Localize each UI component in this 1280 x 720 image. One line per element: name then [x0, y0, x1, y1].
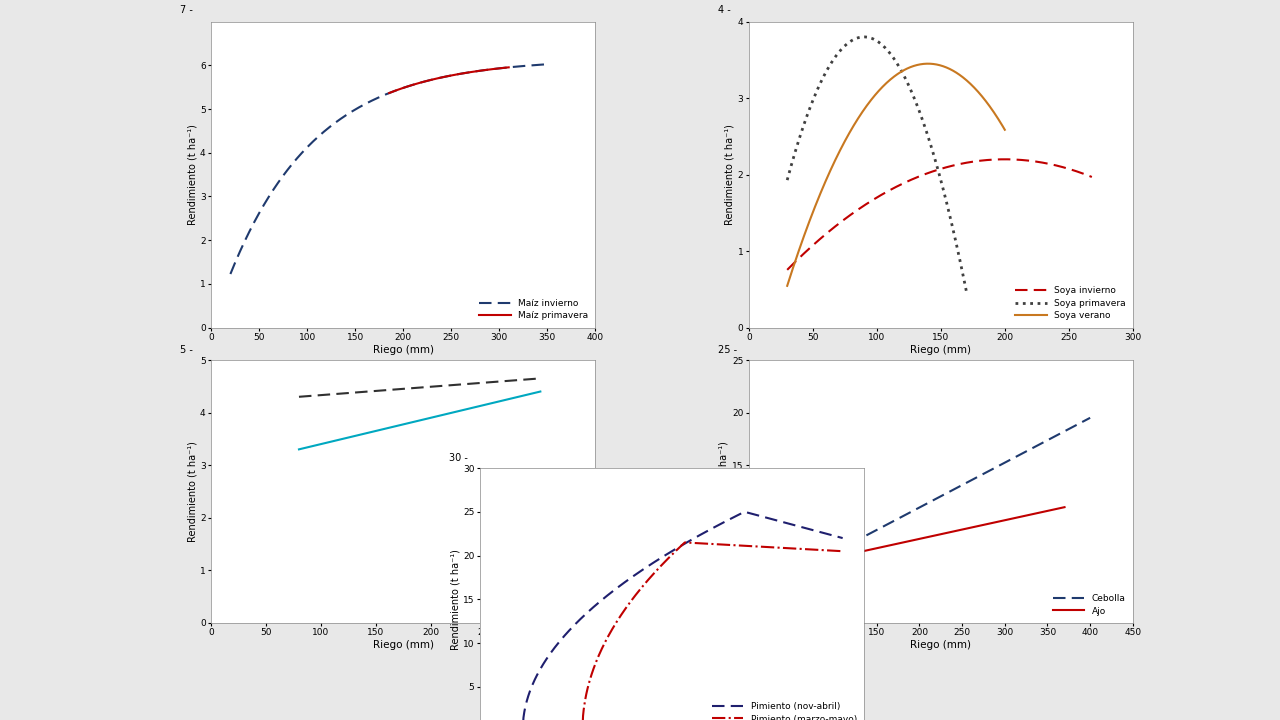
- Pimiento (marzo-mayo): [764, 543, 780, 552]
- Legend: Sorgo verano, Sorgo invierno: Sorgo verano, Sorgo invierno: [480, 591, 590, 618]
- Pimiento (nov-abril): [737, 508, 753, 516]
- Soya primavera: [856, 32, 872, 41]
- Maíz invierno: [223, 270, 238, 279]
- Line: Maíz primavera: Maíz primavera: [389, 68, 508, 93]
- Pimiento (marzo-mayo): [678, 539, 694, 547]
- Line: Soya verano: Soya verano: [787, 63, 1005, 286]
- Line: Sorgo invierno: Sorgo invierno: [300, 392, 540, 449]
- X-axis label: Riego (mm): Riego (mm): [910, 640, 972, 650]
- Maíz primavera: [445, 71, 461, 79]
- Pimiento (marzo-mayo): [835, 547, 850, 556]
- Pimiento (marzo-mayo): [659, 555, 675, 564]
- Line: Ajo: Ajo: [800, 507, 1065, 565]
- Soya verano: [850, 114, 865, 122]
- Maíz invierno: [540, 60, 556, 68]
- Cebolla: [1083, 413, 1098, 422]
- Ajo: [792, 561, 808, 570]
- Soya verano: [916, 60, 932, 68]
- Soya invierno: [879, 188, 895, 197]
- Pimiento (nov-abril): [717, 518, 732, 526]
- Soya primavera: [910, 103, 925, 112]
- Soya verano: [805, 207, 820, 215]
- Line: Sorgo verano: Sorgo verano: [300, 379, 540, 397]
- Maíz invierno: [452, 70, 467, 78]
- Soya verano: [865, 93, 881, 102]
- Soya primavera: [909, 101, 924, 109]
- Soya verano: [938, 63, 954, 71]
- Ajo: [1057, 503, 1073, 511]
- Legend: Cebolla, Ajo: Cebolla, Ajo: [1050, 591, 1128, 618]
- X-axis label: Riego (mm): Riego (mm): [372, 640, 434, 650]
- Maíz primavera: [381, 89, 397, 97]
- Maíz primavera: [457, 69, 472, 78]
- Y-axis label: Rendimiento (t ha⁻¹): Rendimiento (t ha⁻¹): [724, 124, 735, 225]
- Sorgo invierno: [532, 387, 548, 396]
- Maíz invierno: [261, 193, 276, 202]
- Maíz primavera: [428, 75, 443, 84]
- Soya verano: [997, 125, 1012, 134]
- Line: Soya invierno: Soya invierno: [787, 159, 1092, 270]
- Y-axis label: Rendimiento (t ha⁻¹): Rendimiento (t ha⁻¹): [187, 441, 197, 542]
- Pimiento (nov-abril): [620, 576, 635, 585]
- Soya verano: [937, 63, 952, 71]
- Line: Maíz invierno: Maíz invierno: [230, 64, 548, 274]
- Legend: Soya invierno, Soya primavera, Soya verano: Soya invierno, Soya primavera, Soya vera…: [1012, 284, 1128, 323]
- Maíz invierno: [348, 105, 364, 114]
- Pimiento (marzo-mayo): [739, 541, 754, 550]
- Soya invierno: [817, 231, 832, 240]
- Pimiento (nov-abril): [746, 510, 762, 519]
- Soya invierno: [972, 156, 987, 165]
- Maíz primavera: [411, 79, 426, 88]
- Soya primavera: [780, 176, 795, 184]
- Legend: Pimiento (nov-abril), Pimiento (marzo-mayo): Pimiento (nov-abril), Pimiento (marzo-ma…: [709, 699, 859, 720]
- X-axis label: Riego (mm): Riego (mm): [910, 345, 972, 355]
- Pimiento (nov-abril): [553, 635, 568, 644]
- Pimiento (nov-abril): [641, 561, 657, 570]
- Pimiento (nov-abril): [835, 534, 850, 542]
- Y-axis label: Rendimiento (t ha⁻¹): Rendimiento (t ha⁻¹): [451, 549, 461, 650]
- Line: Soya primavera: Soya primavera: [787, 37, 966, 292]
- Soya invierno: [1000, 155, 1015, 163]
- Soya invierno: [780, 266, 795, 274]
- Line: Pimiento (nov-abril): Pimiento (nov-abril): [522, 512, 842, 720]
- Soya invierno: [900, 177, 915, 186]
- Soya primavera: [892, 65, 908, 73]
- Soya invierno: [1084, 173, 1100, 181]
- Soya primavera: [838, 41, 854, 50]
- Soya invierno: [997, 155, 1012, 163]
- Text: 5 -: 5 -: [180, 345, 193, 355]
- Text: 25 -: 25 -: [718, 345, 737, 355]
- Maíz invierno: [453, 69, 468, 78]
- Maíz primavera: [388, 86, 403, 95]
- Soya primavera: [850, 33, 865, 42]
- Pimiento (marzo-mayo): [605, 622, 621, 631]
- Maíz primavera: [411, 79, 426, 88]
- Soya invierno: [1002, 155, 1018, 163]
- Pimiento (marzo-mayo): [677, 538, 692, 546]
- Soya primavera: [959, 287, 974, 296]
- Maíz invierno: [326, 120, 342, 128]
- Cebolla: [792, 566, 808, 575]
- Maíz primavera: [500, 63, 516, 72]
- Sorgo invierno: [292, 445, 307, 454]
- Soya verano: [920, 59, 936, 68]
- Y-axis label: Rendimiento (t ha⁻¹): Rendimiento (t ha⁻¹): [187, 124, 197, 225]
- Text: 30 -: 30 -: [449, 453, 468, 463]
- Pimiento (nov-abril): [749, 510, 764, 519]
- Pimiento (marzo-mayo): [763, 543, 778, 552]
- Sorgo verano: [532, 374, 548, 383]
- Y-axis label: Rendimiento (t ha⁻¹): Rendimiento (t ha⁻¹): [719, 441, 730, 542]
- Line: Cebolla: Cebolla: [800, 418, 1091, 570]
- Maíz invierno: [422, 76, 438, 84]
- Line: Pimiento (marzo-mayo): Pimiento (marzo-mayo): [582, 542, 842, 720]
- Legend: Maíz invierno, Maíz primavera: Maíz invierno, Maíz primavera: [476, 296, 590, 323]
- Text: 7 -: 7 -: [180, 6, 193, 15]
- Text: 4 -: 4 -: [718, 6, 731, 15]
- Soya verano: [780, 282, 795, 290]
- Soya primavera: [801, 107, 817, 115]
- X-axis label: Riego (mm): Riego (mm): [372, 345, 434, 355]
- Sorgo verano: [292, 392, 307, 401]
